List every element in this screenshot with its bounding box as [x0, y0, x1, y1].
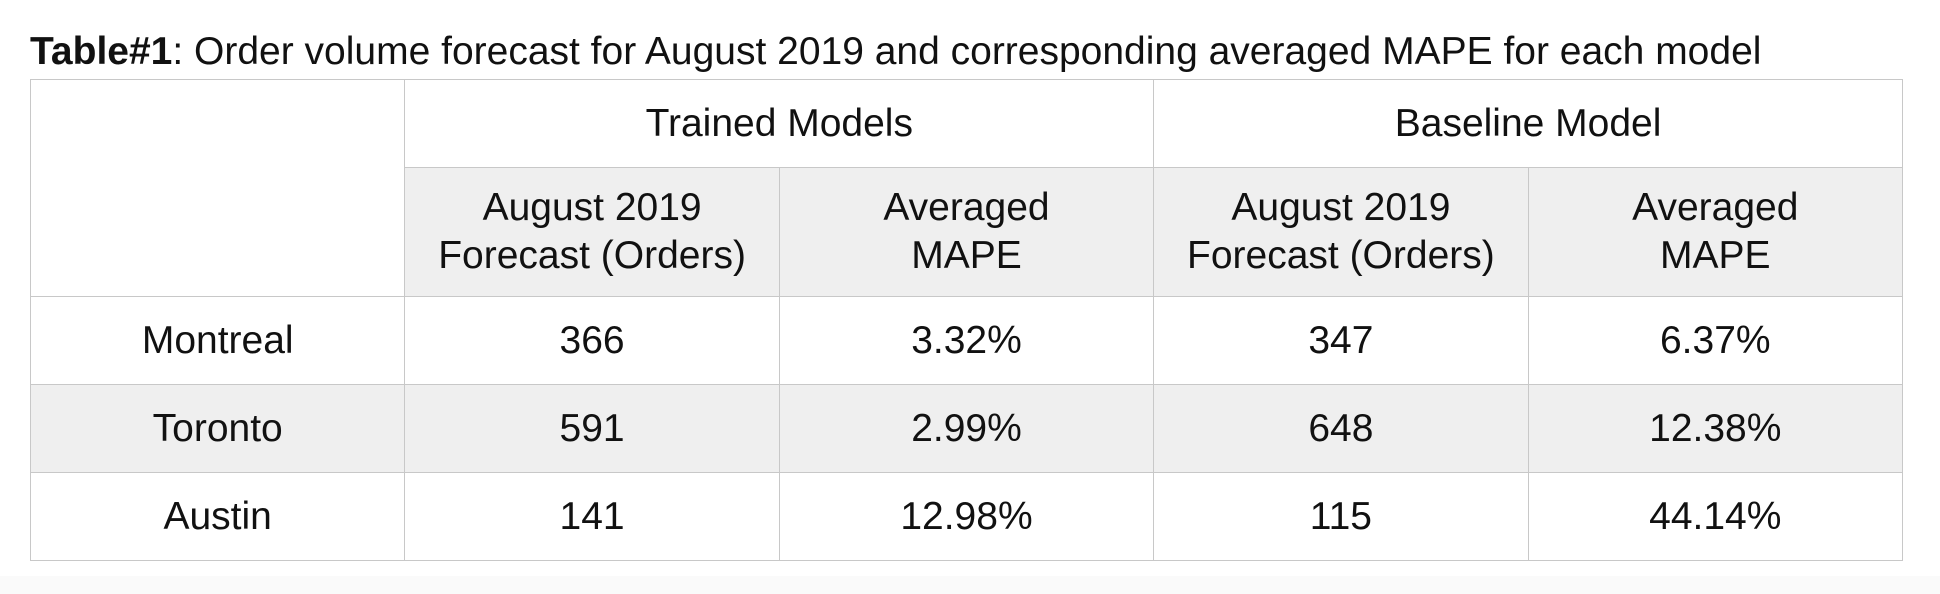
group-header-trained-models: Trained Models	[404, 79, 1155, 168]
table-subheader-row: August 2019 Forecast (Orders) Averaged M…	[31, 167, 1904, 297]
subheader-baseline-forecast: August 2019 Forecast (Orders)	[1153, 167, 1529, 297]
subheader-text: August 2019 Forecast (Orders)	[438, 186, 746, 277]
trained-forecast-cell: 366	[404, 296, 780, 385]
table-row-montreal: Montreal 366 3.32% 347 6.37%	[29, 296, 1904, 385]
baseline-forecast-cell: 347	[1153, 296, 1529, 385]
table-caption-text: : Order volume forecast for August 2019 …	[172, 30, 1762, 73]
baseline-forecast-cell: 648	[1153, 384, 1529, 473]
city-cell: Montreal	[29, 296, 406, 385]
baseline-mape-cell: 12.38%	[1527, 384, 1904, 473]
subheader-trained-forecast: August 2019 Forecast (Orders)	[404, 167, 780, 297]
table-caption-label: Table#1	[30, 30, 173, 73]
baseline-mape-cell: 6.37%	[1527, 296, 1904, 385]
table-row-austin: Austin 141 12.98% 115 44.14%	[29, 472, 1904, 561]
subheader-trained-mape: Averaged MAPE	[778, 167, 1155, 297]
table-caption: Table#1: Order volume forecast for Augus…	[30, 28, 1761, 76]
trained-mape-cell: 12.98%	[778, 472, 1155, 561]
table-row-toronto: Toronto 591 2.99% 648 12.38%	[29, 384, 1904, 473]
table-group-header-row: Trained Models Baseline Model	[29, 79, 1903, 297]
group-header-baseline-model: Baseline Model	[1153, 79, 1903, 168]
trained-forecast-cell: 591	[404, 384, 780, 473]
subheader-baseline-mape: Averaged MAPE	[1527, 167, 1904, 297]
forecast-table: Trained Models Baseline Model August 201…	[29, 79, 1904, 561]
subheader-text: August 2019 Forecast (Orders)	[1187, 186, 1495, 277]
trained-mape-cell: 2.99%	[778, 384, 1155, 473]
subheader-text: Averaged MAPE	[883, 186, 1050, 277]
baseline-forecast-cell: 115	[1153, 472, 1529, 561]
bottom-strip	[0, 576, 1940, 594]
table-corner-cell	[29, 79, 406, 297]
trained-forecast-cell: 141	[404, 472, 780, 561]
trained-mape-cell: 3.32%	[778, 296, 1155, 385]
subheader-text: Averaged MAPE	[1632, 186, 1799, 277]
city-cell: Toronto	[29, 384, 406, 473]
baseline-mape-cell: 44.14%	[1527, 472, 1904, 561]
city-cell: Austin	[29, 472, 406, 561]
